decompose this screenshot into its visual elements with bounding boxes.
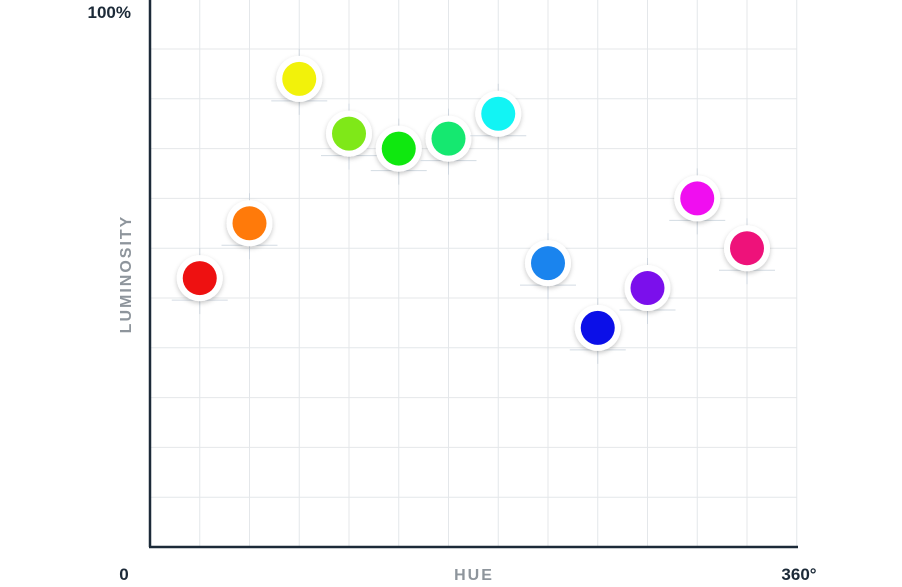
data-point [719,218,775,285]
data-point [321,103,377,170]
data-point [520,233,576,300]
data-point [271,48,328,115]
data-point [619,258,676,325]
data-point-dot [630,271,665,306]
data-point-dot [580,310,615,345]
data-point-dot [381,131,416,166]
data-point [370,118,427,185]
data-points [171,48,775,364]
x-tick-max-label: 360° [781,565,816,584]
grid [150,0,798,547]
data-point-dot [730,231,764,266]
data-point-dot [680,181,715,216]
data-point-dot [531,246,565,281]
data-point [669,168,726,235]
x-tick-min-label: 0 [119,565,128,584]
data-point-dot [182,261,217,296]
data-point-dot [431,121,466,156]
y-axis-label: LUMINOSITY [118,215,135,334]
data-point-dot [481,96,516,131]
data-point-dot [332,116,366,151]
data-point [221,193,278,260]
data-point-dot [232,206,267,241]
data-point [420,108,477,175]
data-point-dot [282,61,317,96]
data-point [569,297,626,364]
axes [148,0,798,549]
data-point [171,248,228,315]
data-point [470,83,527,150]
x-axis-label: HUE [454,567,494,584]
y-tick-max-label: 100% [88,3,131,22]
